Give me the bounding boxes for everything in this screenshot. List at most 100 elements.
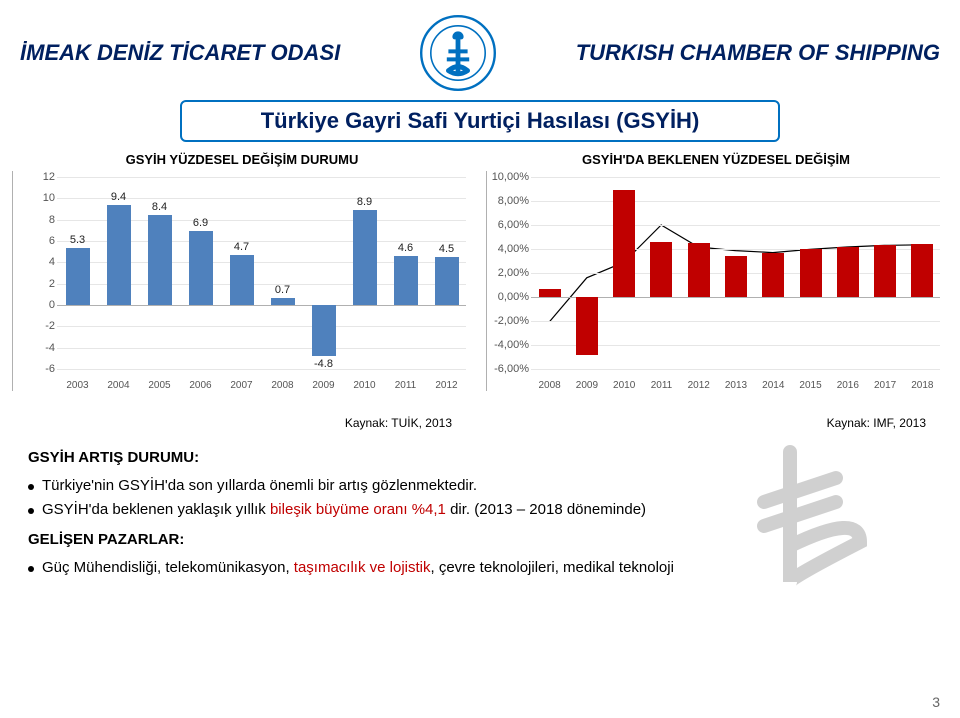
bar-label: 8.9 [350, 196, 380, 208]
page-title: Türkiye Gayri Safi Yurtiçi Hasılası (GSY… [180, 100, 780, 142]
bullet-2-post: dir. (2013 – 2018 döneminde) [446, 501, 646, 518]
x-tick: 2009 [576, 380, 598, 391]
bar-label: 9.4 [104, 191, 134, 203]
bar [353, 210, 377, 305]
bar [312, 305, 336, 356]
bullet-2-text: GSYİH'da beklenen yaklaşık yıllık bileşi… [42, 498, 646, 522]
y-tick: -2,00% [487, 315, 529, 327]
bar [148, 215, 172, 305]
chart-left-source: Kaynak: TUİK, 2013 [12, 412, 472, 432]
y-tick: -4,00% [487, 339, 529, 351]
x-tick: 2007 [230, 380, 252, 391]
x-tick: 2010 [353, 380, 375, 391]
bar [435, 257, 459, 305]
bar-label: 5.3 [63, 234, 93, 246]
bar [650, 242, 672, 297]
bullet-1: Türkiye'nin GSYİH'da son yıllarda önemli… [28, 474, 932, 498]
x-tick: 2010 [613, 380, 635, 391]
bullet-dot-icon [28, 508, 34, 514]
chart-left: GSYİH YÜZDESEL DEĞİŞİM DURUMU -6 -4 -2 0 2 4 6… [12, 152, 472, 412]
bar [576, 297, 598, 355]
x-tick: 2009 [312, 380, 334, 391]
x-tick: 2015 [799, 380, 821, 391]
bar-label: -4.8 [309, 358, 339, 370]
bar [837, 247, 859, 297]
bar [107, 205, 131, 305]
y-tick: 2,00% [487, 267, 529, 279]
bar [688, 243, 710, 297]
bar-label: 4.7 [227, 241, 257, 253]
x-tick: 2011 [395, 380, 417, 391]
y-tick: 12 [13, 171, 55, 183]
section1-heading: GSYİH ARTIŞ DURUMU: [28, 446, 932, 470]
y-tick: 0,00% [487, 291, 529, 303]
bullet-3: Güç Mühendisliği, telekomünikasyon, taşı… [28, 556, 932, 580]
bar [911, 244, 933, 297]
chart-right: GSYİH'DA BEKLENEN YÜZDESEL DEĞİŞİM -6,00… [486, 152, 946, 412]
x-tick: 2013 [725, 380, 747, 391]
x-tick: 2014 [762, 380, 784, 391]
sources-row: Kaynak: TUİK, 2013 Kaynak: IMF, 2013 [0, 412, 960, 432]
x-tick: 2016 [837, 380, 859, 391]
bullet-2-red: bileşik büyüme oranı %4,1 [270, 501, 446, 518]
y-tick: 8 [13, 214, 55, 226]
x-tick: 2012 [435, 380, 457, 391]
header-left: İMEAK DENİZ TİCARET ODASI [20, 40, 340, 66]
bar-label: 8.4 [145, 201, 175, 213]
chart-right-title: GSYİH'DA BEKLENEN YÜZDESEL DEĞİŞİM [486, 152, 946, 167]
y-tick: 6 [13, 235, 55, 247]
chart-right-source: Kaynak: IMF, 2013 [486, 412, 946, 432]
y-tick: 10 [13, 192, 55, 204]
y-tick: 6,00% [487, 219, 529, 231]
bar [800, 249, 822, 297]
y-tick: -2 [13, 320, 55, 332]
bullet-3-text: Güç Mühendisliği, telekomünikasyon, taşı… [42, 556, 674, 580]
y-tick: 0 [13, 299, 55, 311]
chart-left-plot: -6-4-20246810125.320039.420048.420056.92… [12, 171, 472, 391]
y-tick: 4 [13, 256, 55, 268]
bullet-1-text: Türkiye'nin GSYİH'da son yıllarda önemli… [42, 474, 477, 498]
chart-left-title: GSYİH YÜZDESEL DEĞİŞİM DURUMU [12, 152, 472, 167]
bullet-3-red: taşımacılık ve lojistik [294, 559, 431, 576]
x-tick: 2012 [688, 380, 710, 391]
bar [762, 253, 784, 297]
bullet-dot-icon [28, 484, 34, 490]
body-text: GSYİH ARTIŞ DURUMU: Türkiye'nin GSYİH'da… [0, 432, 960, 580]
charts-row: GSYİH YÜZDESEL DEĞİŞİM DURUMU -6 -4 -2 0 2 4 6… [0, 152, 960, 412]
y-tick: -6 [13, 363, 55, 375]
bar [271, 298, 295, 305]
bullet-2-pre: GSYİH'da beklenen yaklaşık yıllık [42, 501, 270, 518]
header: İMEAK DENİZ TİCARET ODASI TURKISH CHAMBE… [0, 0, 960, 98]
y-tick: -4 [13, 342, 55, 354]
bar-label: 6.9 [186, 217, 216, 229]
bullet-dot-icon [28, 566, 34, 572]
bar-label: 0.7 [268, 284, 298, 296]
x-tick: 2003 [66, 380, 88, 391]
x-tick: 2017 [874, 380, 896, 391]
chart-right-plot: -6,00%-4,00%-2,00%0,00%2,00%4,00%6,00%8,… [486, 171, 946, 391]
bar [539, 289, 561, 297]
bullet-3-pre: Güç Mühendisliği, telekomünikasyon, [42, 559, 294, 576]
y-tick: 10,00% [487, 171, 529, 183]
header-right: TURKISH CHAMBER OF SHIPPING [576, 40, 940, 66]
bar-label: 4.6 [391, 242, 421, 254]
x-tick: 2004 [107, 380, 129, 391]
x-tick: 2006 [189, 380, 211, 391]
bar [394, 256, 418, 305]
x-tick: 2008 [271, 380, 293, 391]
y-tick: 8,00% [487, 195, 529, 207]
bullet-3-post: , çevre teknolojileri, medikal teknoloji [431, 559, 674, 576]
bar [874, 245, 896, 297]
bar [725, 256, 747, 297]
y-tick: 4,00% [487, 243, 529, 255]
bullet-2: GSYİH'da beklenen yaklaşık yıllık bileşi… [28, 498, 932, 522]
bar [189, 231, 213, 305]
y-tick: 2 [13, 278, 55, 290]
bar [230, 255, 254, 305]
section2-heading: GELİŞEN PAZARLAR: [28, 528, 932, 552]
x-tick: 2008 [539, 380, 561, 391]
page-number: 3 [932, 694, 940, 710]
x-tick: 2011 [651, 380, 673, 391]
bar [66, 248, 90, 305]
x-tick: 2018 [911, 380, 933, 391]
